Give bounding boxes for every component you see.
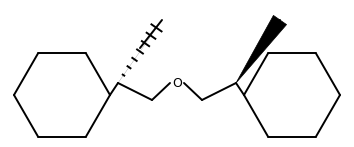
Polygon shape xyxy=(236,15,286,83)
Text: O: O xyxy=(172,76,182,90)
